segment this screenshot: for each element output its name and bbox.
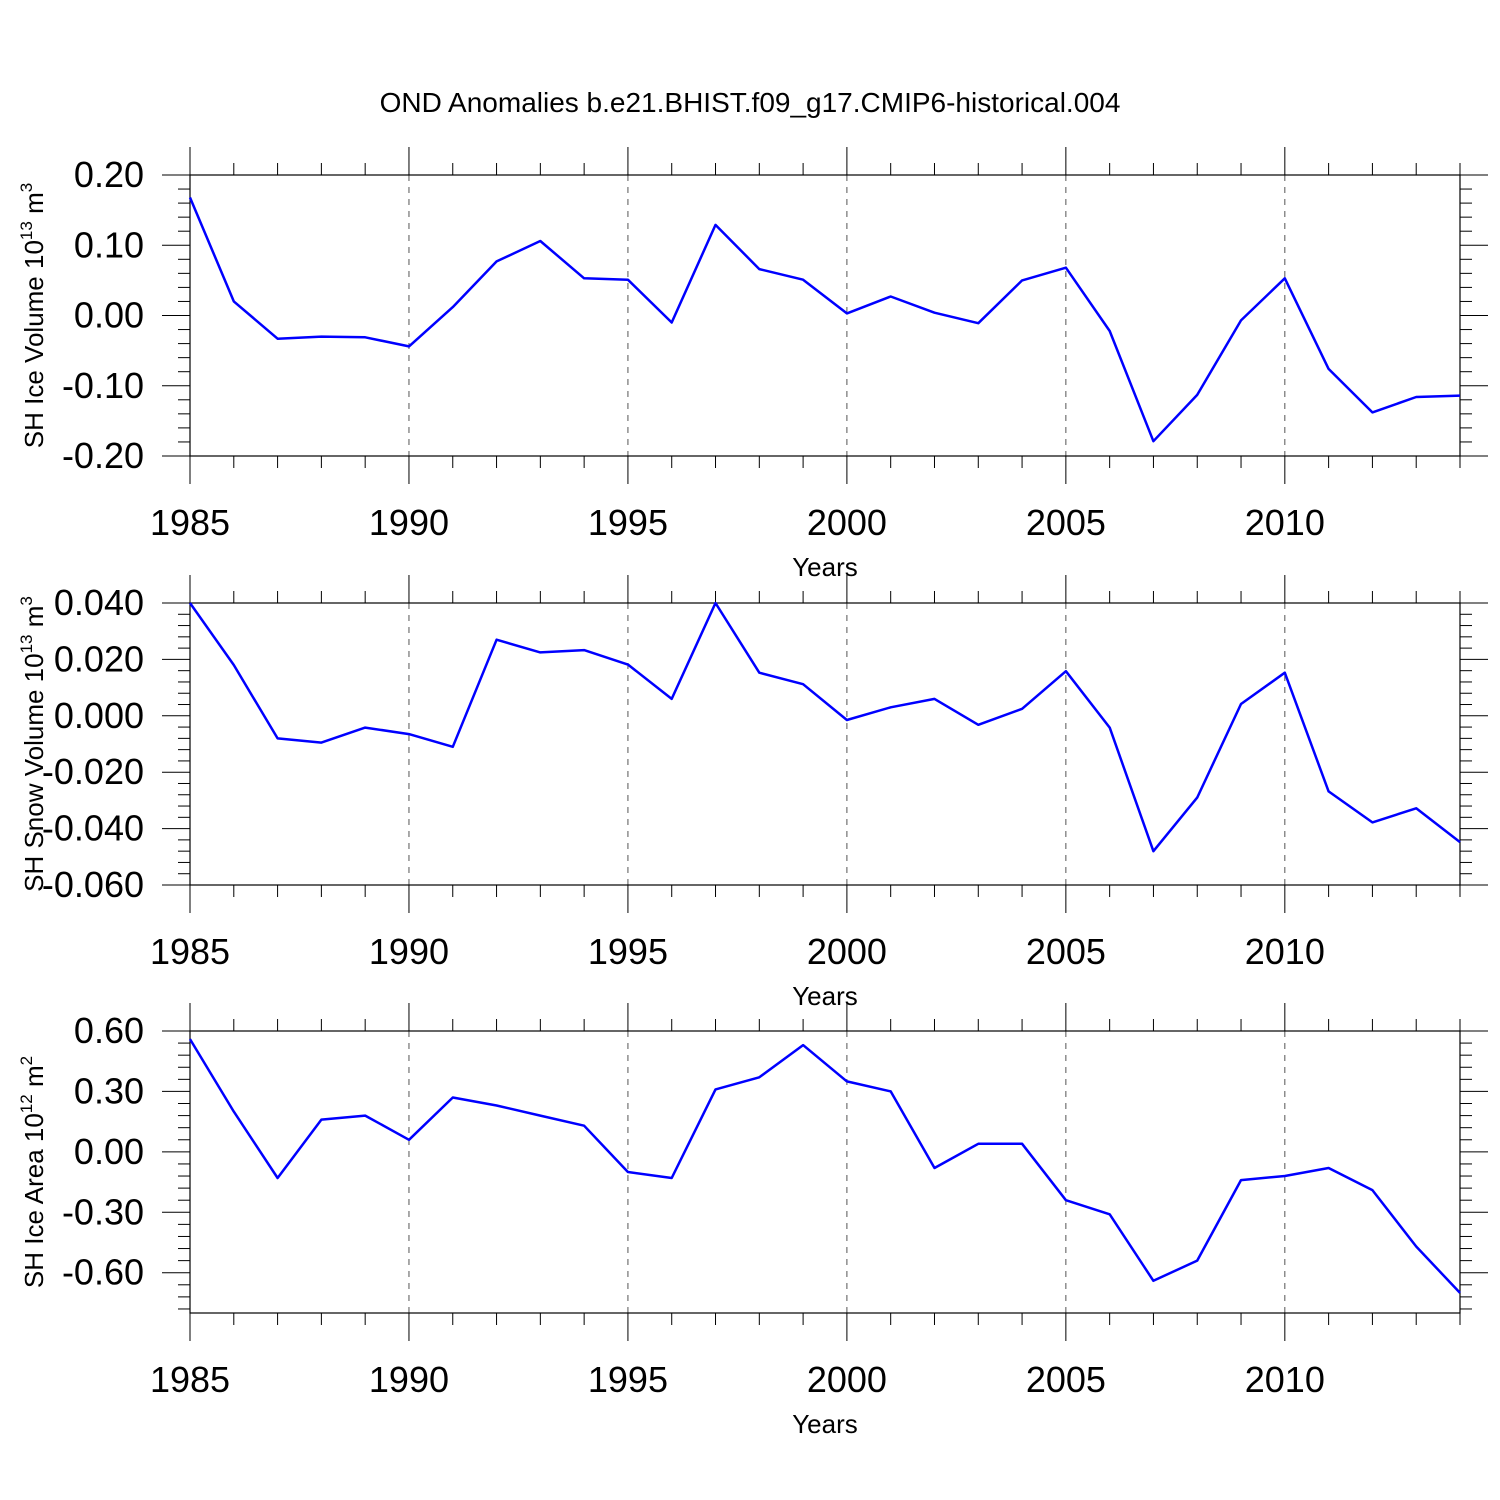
- y-tick-label: 0.30: [74, 1070, 144, 1111]
- y-axis-title: SH Ice Area 1012 m2: [17, 1056, 49, 1288]
- y-tick-label: 0.000: [54, 695, 144, 736]
- y-tick-label: -0.20: [62, 435, 144, 476]
- plot-frame: [189, 1030, 1461, 1314]
- y-axis-title-exponent: 13: [17, 634, 36, 653]
- panel-3: 0.60 0.30 0.00 -0.30 -0.60 1985 1990 1995 2000 20…: [17, 1003, 1488, 1439]
- y-tick-label: 0.20: [74, 154, 144, 195]
- x-tick-label: 1990: [369, 1359, 449, 1400]
- y-axis-title-exponent: 13: [17, 221, 36, 240]
- y-tick-label: -0.060: [42, 864, 144, 905]
- y-axis-title-part: m: [19, 606, 49, 635]
- y-axis-title-part: SH Ice Volume 10: [19, 240, 49, 448]
- x-tick-label: 1990: [369, 931, 449, 972]
- plot-frame: [189, 602, 1461, 886]
- x-tick-label: 2010: [1245, 502, 1325, 543]
- x-axis-title: Years: [792, 552, 858, 582]
- x-tick-label: 2005: [1026, 502, 1106, 543]
- series-line: [188, 601, 1461, 853]
- x-tick-label: 2005: [1026, 931, 1106, 972]
- x-tick-label: 1995: [588, 1359, 668, 1400]
- y-axis-title: SH Ice Volume 1013 m3: [17, 183, 49, 448]
- y-tick-label: -0.10: [62, 365, 144, 406]
- x-tick-label: 2000: [807, 931, 887, 972]
- series-line: [188, 197, 1461, 443]
- y-tick-label: -0.30: [62, 1191, 144, 1232]
- x-tick-label: 2010: [1245, 1359, 1325, 1400]
- y-tick-label: -0.60: [62, 1252, 144, 1293]
- x-axis-title: Years: [792, 1409, 858, 1439]
- y-axis-title-exponent: 2: [17, 1056, 36, 1065]
- y-axis-title-exponent: 12: [17, 1094, 36, 1113]
- x-axis-title: Years: [792, 981, 858, 1011]
- y-tick-label: -0.040: [42, 808, 144, 849]
- x-tick-label: 2005: [1026, 1359, 1106, 1400]
- x-tick-label: 2000: [807, 502, 887, 543]
- y-axis-title-exponent: 3: [17, 183, 36, 192]
- y-tick-label: -0.020: [42, 751, 144, 792]
- y-tick-label: 0.60: [74, 1010, 144, 1051]
- chart-title: OND Anomalies b.e21.BHIST.f09_g17.CMIP6-…: [380, 87, 1121, 118]
- x-tick-label: 2010: [1245, 931, 1325, 972]
- series-line: [188, 1038, 1461, 1294]
- y-tick-label: 0.00: [74, 295, 144, 336]
- y-axis-title-part: SH Snow Volume 10: [19, 653, 49, 891]
- y-tick-label: 0.040: [54, 582, 144, 623]
- y-tick-label: 0.00: [74, 1131, 144, 1172]
- x-tick-label: 1995: [588, 931, 668, 972]
- x-tick-label: 1985: [150, 1359, 230, 1400]
- x-tick-label: 2000: [807, 1359, 887, 1400]
- x-tick-label: 1990: [369, 502, 449, 543]
- x-tick-label: 1985: [150, 931, 230, 972]
- plot-frame: [189, 174, 1461, 457]
- y-axis-title-part: m: [19, 1065, 49, 1094]
- y-axis-title-exponent: 3: [17, 596, 36, 605]
- x-tick-label: 1995: [588, 502, 668, 543]
- y-axis-title-part: m: [19, 192, 49, 221]
- x-tick-label: 1985: [150, 502, 230, 543]
- y-axis-title-part: SH Ice Area 10: [19, 1113, 49, 1288]
- y-axis-title: SH Snow Volume 1013 m3: [17, 596, 49, 892]
- y-tick-label: 0.020: [54, 638, 144, 679]
- y-tick-label: 0.10: [74, 224, 144, 265]
